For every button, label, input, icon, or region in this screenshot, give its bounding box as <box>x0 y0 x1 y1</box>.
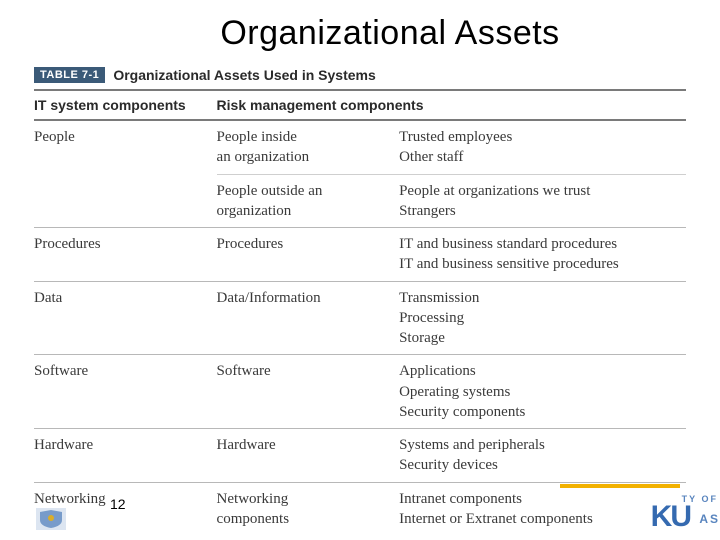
corner-crest-icon <box>36 508 66 530</box>
table-row: SoftwareSoftwareApplicationsOperating sy… <box>34 355 686 429</box>
table-row: HardwareHardwareSystems and peripheralsS… <box>34 429 686 483</box>
table-label-row: TABLE 7-1 Organizational Assets Used in … <box>34 67 686 83</box>
table-cell: Software <box>34 355 217 429</box>
table-row: People outside anorganizationPeople at o… <box>34 174 686 228</box>
table-cell: IT and business standard proceduresIT an… <box>399 228 686 282</box>
table-cell: Hardware <box>34 429 217 483</box>
table-row: DataData/InformationTransmissionProcessi… <box>34 281 686 355</box>
table-body: PeoplePeople insidean organizationTruste… <box>34 120 686 535</box>
table-cell <box>34 174 217 228</box>
table-cell: ApplicationsOperating systemsSecurity co… <box>399 355 686 429</box>
table-cell: People outside anorganization <box>217 174 400 228</box>
header-col2: Risk management components <box>217 90 686 120</box>
table-header-row: IT system components Risk management com… <box>34 90 686 120</box>
table-row: PeoplePeople insidean organizationTruste… <box>34 120 686 174</box>
table-cell: Systems and peripheralsSecurity devices <box>399 429 686 483</box>
table-cell: Trusted employeesOther staff <box>399 120 686 174</box>
table-cell: People insidean organization <box>217 120 400 174</box>
table-cell: Networkingcomponents <box>217 482 400 535</box>
table-row: ProceduresProceduresIT and business stan… <box>34 228 686 282</box>
table-badge: TABLE 7-1 <box>34 67 105 83</box>
page-number: 12 <box>110 496 126 512</box>
table-wrapper: TABLE 7-1 Organizational Assets Used in … <box>34 67 686 535</box>
header-col1: IT system components <box>34 90 217 120</box>
table-cell: Data <box>34 281 217 355</box>
footer-logo-suffix: AS <box>699 512 720 526</box>
footer-accent-bar <box>560 484 680 488</box>
table-cell: Procedures <box>217 228 400 282</box>
table-cell: Procedures <box>34 228 217 282</box>
table-cell: People at organizations we trustStranger… <box>399 174 686 228</box>
table-cell: People <box>34 120 217 174</box>
table-cell: Software <box>217 355 400 429</box>
footer-logo-text: KU <box>651 500 690 534</box>
table-cell: TransmissionProcessingStorage <box>399 281 686 355</box>
slide-title: Organizational Assets <box>88 14 692 53</box>
table-row: NetworkingNetworkingcomponentsIntranet c… <box>34 482 686 535</box>
assets-table: IT system components Risk management com… <box>34 89 686 535</box>
table-cell: Intranet componentsInternet or Extranet … <box>399 482 686 535</box>
table-cell: Data/Information <box>217 281 400 355</box>
table-cell: Hardware <box>217 429 400 483</box>
slide-container: Organizational Assets TABLE 7-1 Organiza… <box>0 0 720 540</box>
table-caption: Organizational Assets Used in Systems <box>113 67 375 83</box>
